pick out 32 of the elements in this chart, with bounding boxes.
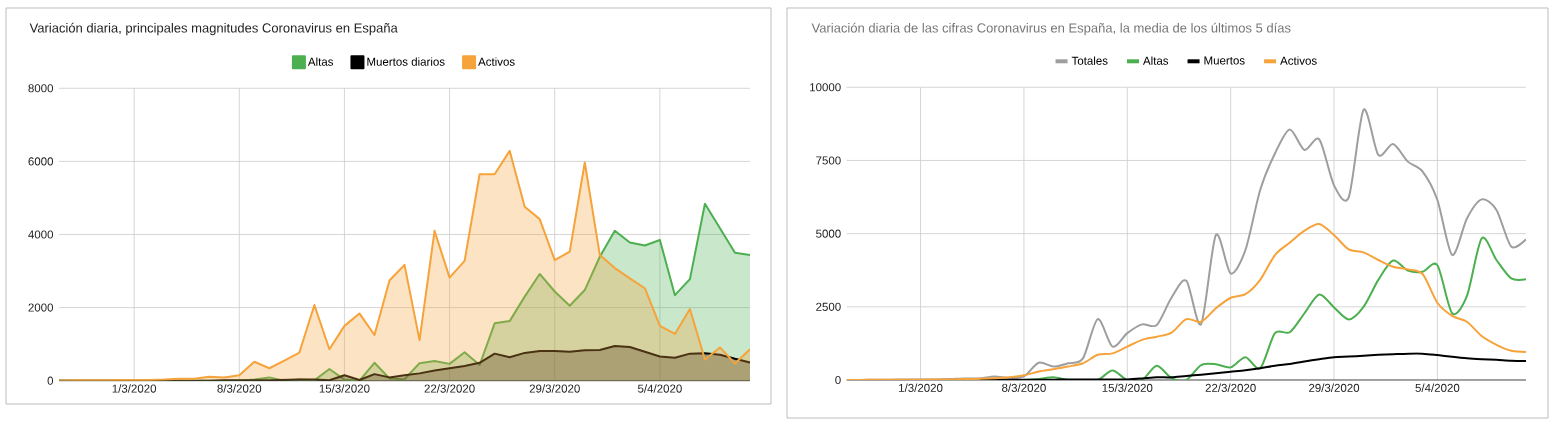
legend-label: Altas: [307, 57, 334, 66]
legend-label: Altas: [1143, 56, 1169, 65]
legend-label: Activos: [478, 57, 515, 66]
x-tick-label: 8/3/2020: [1002, 383, 1046, 392]
x-tick-label: 22/3/2020: [1205, 383, 1256, 392]
x-tick-label: 15/3/2020: [1102, 383, 1153, 392]
y-tick-label: 0: [835, 375, 841, 385]
x-tick-label: 22/3/2020: [424, 384, 475, 393]
line-series: [846, 222, 1526, 380]
x-tick-label: 1/3/2020: [112, 384, 157, 393]
legend-label: Muertos diarios: [367, 57, 445, 66]
y-tick-label: 6000: [28, 157, 54, 166]
y-tick-label: 5000: [816, 229, 841, 238]
x-tick-label: 5/4/2020: [637, 384, 682, 393]
y-tick-label: 2000: [28, 303, 54, 312]
x-tick-label: 1/3/2020: [899, 383, 943, 392]
x-tick-label: 29/3/2020: [529, 384, 580, 393]
y-tick-label: 0: [47, 376, 54, 385]
legend-label: Activos: [1280, 56, 1317, 65]
y-tick-label: 8000: [28, 84, 54, 93]
chart-title: Variación diaria de las cifras Coronavirus en España, la media de los últimos 5 días: [811, 22, 1291, 36]
x-tick-label: 15/3/2020: [319, 384, 370, 393]
y-tick-label: 2500: [816, 302, 841, 311]
legend-label: Muertos: [1204, 56, 1245, 65]
chart-title: Variación diaria, principales magnitudes Coronavirus en España: [29, 22, 398, 36]
x-tick-label: 5/4/2020: [1415, 383, 1460, 392]
y-tick-label: 10000: [810, 83, 841, 92]
y-tick-label: 7500: [816, 156, 841, 165]
x-tick-label: 8/3/2020: [217, 384, 262, 393]
y-tick-label: 4000: [28, 230, 54, 239]
x-tick-label: 29/3/2020: [1309, 383, 1360, 392]
legend-label: Totales: [1071, 56, 1108, 65]
